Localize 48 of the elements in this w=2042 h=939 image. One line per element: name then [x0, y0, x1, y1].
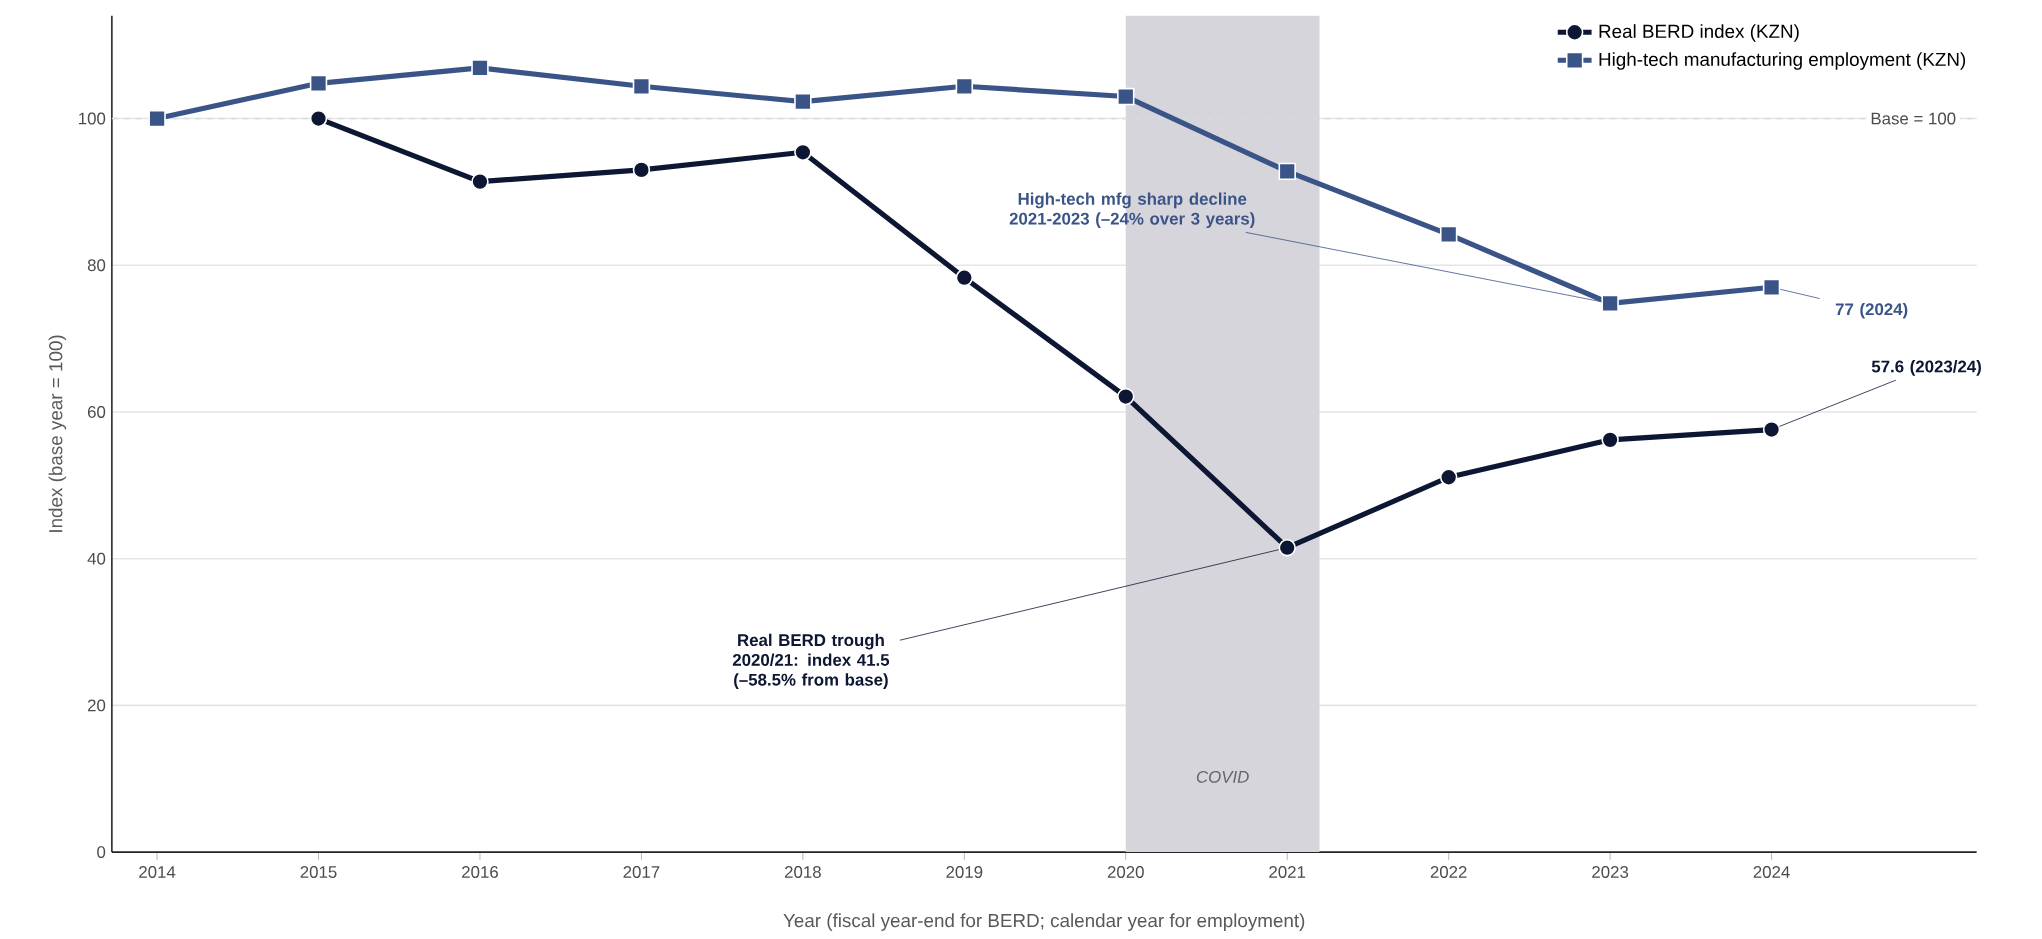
x-tick-label: 2020 [1107, 865, 1144, 878]
y-tick-label: 40 [87, 552, 106, 565]
x-tick-label: 2016 [462, 865, 498, 878]
y-tick-label: 60 [87, 405, 106, 418]
point [1439, 225, 1458, 244]
annotation: 77 (2024) [1835, 302, 1908, 319]
y-tick-label: 80 [87, 259, 106, 272]
x-tick-label: 2024 [1753, 865, 1790, 878]
point [955, 77, 974, 95]
x-tick-label: 2021 [1269, 865, 1306, 878]
point [1117, 387, 1135, 406]
x-tick-label: 2014 [139, 865, 176, 878]
legend-label: Real BERD index (KZN) [1599, 24, 1799, 42]
annotation: 57.6 (2023/24) [1871, 359, 1981, 376]
band-label: COVID [1196, 770, 1249, 783]
point [632, 77, 651, 95]
x-tick-label: 2015 [300, 865, 337, 878]
annotation: High-tech mfg sharp decline 2021-2023 (–24% over 3 years) [1009, 192, 1255, 228]
x-tick-label: 2019 [946, 865, 983, 878]
point [1278, 162, 1296, 180]
y-tick-label: 0 [97, 846, 106, 858]
point [794, 92, 812, 111]
point [794, 143, 812, 161]
point [148, 109, 166, 128]
ref-line-label: Base = 100 [1871, 112, 1956, 125]
point [1762, 278, 1781, 296]
x-tick-label: 2022 [1430, 865, 1467, 878]
point [1117, 87, 1135, 106]
y-axis-title: Index (base year = 100) [48, 335, 67, 532]
point [1601, 430, 1619, 449]
point [1439, 468, 1458, 486]
point [309, 109, 328, 128]
legend-label: High-tech manufacturing employment (KZN) [1599, 52, 1966, 70]
point [309, 74, 328, 92]
point [1278, 538, 1296, 557]
point [471, 59, 489, 77]
x-axis-title: Year (fiscal year-end for BERD; calendar year for employment) [783, 913, 1305, 931]
x-tick-label: 2023 [1592, 865, 1629, 878]
x-tick-label: 2017 [623, 865, 660, 878]
annotation: Real BERD trough 2020/21: index 41.5 (–58.5% from base) [732, 633, 890, 689]
y-tick-label: 100 [79, 112, 106, 125]
point [1601, 294, 1619, 312]
point [632, 161, 651, 179]
point [471, 172, 489, 191]
point [1762, 420, 1781, 439]
point [955, 268, 974, 287]
x-tick-label: 2018 [784, 865, 821, 878]
y-tick-label: 20 [87, 699, 106, 712]
